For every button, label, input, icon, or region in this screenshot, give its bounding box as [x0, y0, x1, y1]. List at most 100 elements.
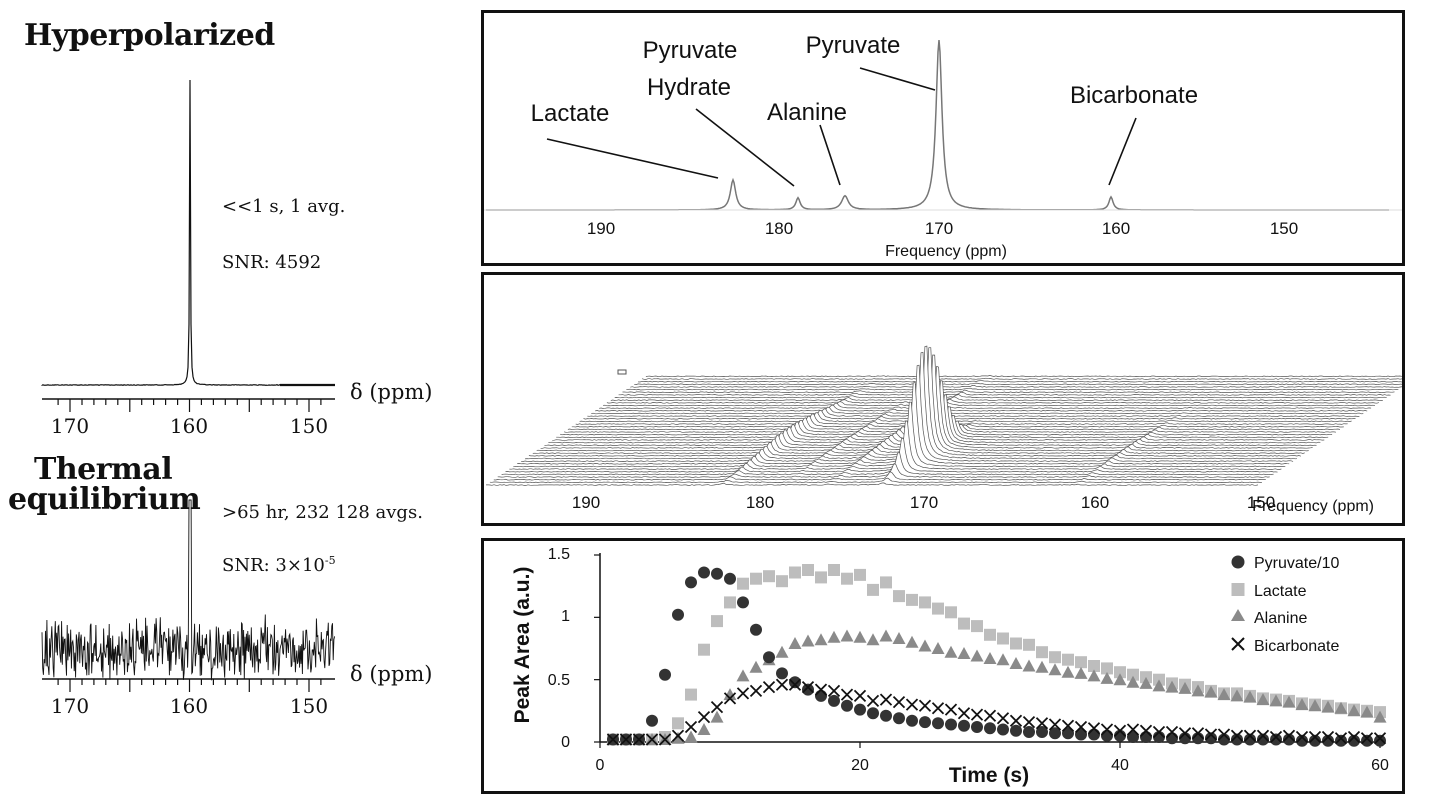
point-pyruvate — [880, 709, 892, 722]
point-alanine — [1191, 684, 1205, 697]
kinetics-chart: 0 0.5 1 1.5 0 20 40 60 Time (s) Peak Are… — [511, 546, 1389, 787]
point-bicarbonate — [723, 692, 737, 705]
stack-tick-190: 190 — [572, 493, 600, 512]
thermal-spectrum: 170 160 150 — [41, 499, 336, 718]
point-alanine — [697, 723, 711, 735]
point-lactate — [945, 606, 957, 619]
point-alanine — [1126, 675, 1140, 688]
hyper-spectrum: 170 160 150 — [41, 79, 335, 438]
point-pyruvate — [1296, 734, 1308, 747]
stack-trace — [645, 375, 1419, 378]
point-alanine — [1178, 681, 1192, 694]
hyper-axis-label: δ (ppm) — [350, 380, 433, 404]
point-bicarbonate — [1022, 715, 1036, 729]
thermal-snr-note: SNR: 3×10-5 — [222, 554, 336, 576]
point-bicarbonate — [1074, 720, 1088, 734]
point-lactate — [880, 576, 892, 589]
point-bicarbonate — [879, 693, 893, 706]
kinetics-ytick-0: 0 — [561, 734, 570, 751]
thermal-tick-150: 150 — [290, 694, 328, 718]
point-lactate — [841, 572, 853, 585]
spectrum-plot: Lactate Pyruvate Hydrate Alanine Pyruvat… — [484, 32, 1402, 260]
point-alanine — [879, 629, 893, 642]
point-bicarbonate — [710, 700, 724, 714]
point-alanine — [1061, 665, 1075, 678]
point-alanine — [1230, 689, 1244, 702]
point-bicarbonate — [840, 688, 854, 701]
spectrum-tick-180: 180 — [765, 219, 793, 238]
point-pyruvate — [763, 651, 775, 664]
point-bicarbonate — [1295, 730, 1309, 744]
point-alanine — [1048, 663, 1062, 676]
point-lactate — [1010, 637, 1022, 650]
stack-trace — [638, 380, 1411, 383]
point-pyruvate — [867, 707, 879, 720]
hyper-acquisition-note: <<1 s, 1 avg. — [222, 196, 346, 217]
kinetics-ytick-1: 1 — [561, 608, 570, 625]
point-bicarbonate — [866, 694, 880, 708]
point-pyruvate — [1322, 734, 1334, 747]
stack-tick-180: 180 — [746, 493, 774, 512]
point-pyruvate — [828, 694, 840, 707]
point-alanine — [1308, 699, 1322, 712]
point-pyruvate — [1023, 726, 1035, 738]
point-pyruvate — [698, 566, 710, 579]
point-pyruvate — [711, 567, 723, 580]
point-pyruvate — [1140, 731, 1152, 743]
spectrum-xlabel: Frequency (ppm) — [885, 243, 1007, 260]
point-alanine — [853, 630, 867, 643]
spectrum-trace — [486, 39, 1389, 211]
point-alanine — [684, 730, 698, 743]
peak-label-pyruvate: Pyruvate — [806, 32, 901, 59]
point-bicarbonate — [1243, 729, 1257, 742]
point-lactate — [828, 564, 840, 576]
point-alanine — [1269, 694, 1283, 707]
peak-label-pyruvate-hydrate-line1: Pyruvate — [643, 37, 738, 64]
point-pyruvate — [1374, 734, 1386, 747]
point-lactate — [906, 593, 918, 606]
point-bicarbonate — [983, 709, 997, 722]
point-lactate — [1075, 656, 1087, 669]
point-bicarbonate — [944, 703, 958, 716]
point-lactate — [802, 564, 814, 576]
point-pyruvate — [945, 718, 957, 731]
bicarbonate-leader — [1108, 117, 1137, 186]
point-pyruvate — [815, 689, 827, 702]
point-lactate — [737, 577, 749, 590]
point-alanine — [1100, 671, 1114, 684]
point-alanine — [918, 639, 932, 652]
stack-trace — [614, 394, 1387, 399]
point-bicarbonate — [1347, 730, 1361, 744]
point-pyruvate — [1101, 729, 1113, 742]
point-alanine — [1009, 657, 1023, 669]
point-pyruvate — [958, 719, 970, 732]
stack-trace — [579, 412, 1352, 423]
point-alanine — [1282, 695, 1296, 708]
point-lactate — [932, 602, 944, 615]
point-alanine — [840, 629, 854, 642]
point-bicarbonate — [996, 712, 1010, 725]
point-pyruvate — [1010, 724, 1022, 737]
legend-label-bicarbonate: Bicarbonate — [1254, 638, 1339, 655]
thermal-tick-170: 170 — [51, 694, 89, 718]
point-bicarbonate — [736, 687, 750, 700]
stack-xlabel: Frequency (ppm) — [1252, 498, 1374, 515]
point-bicarbonate — [632, 733, 646, 746]
stack-trace — [575, 413, 1348, 425]
point-bicarbonate — [697, 710, 711, 724]
stack-trace — [583, 409, 1356, 420]
legend-marker-lactate — [1231, 583, 1245, 596]
point-bicarbonate — [671, 729, 685, 742]
point-pyruvate — [1127, 731, 1139, 743]
kinetics-xtick-20: 20 — [851, 757, 869, 774]
point-lactate — [763, 570, 775, 583]
point-alanine — [749, 660, 763, 673]
point-bicarbonate — [1009, 714, 1023, 727]
kinetics-legend: Pyruvate/10 Lactate Alanine Bicarbonate — [1231, 555, 1339, 655]
point-alanine — [1165, 680, 1179, 693]
point-lactate — [867, 583, 879, 596]
thermal-acquisition-note: >65 hr, 232 128 avgs. — [222, 502, 423, 523]
point-bicarbonate — [619, 733, 633, 746]
peak-label-lactate: Lactate — [531, 100, 610, 127]
point-pyruvate — [1049, 727, 1061, 740]
